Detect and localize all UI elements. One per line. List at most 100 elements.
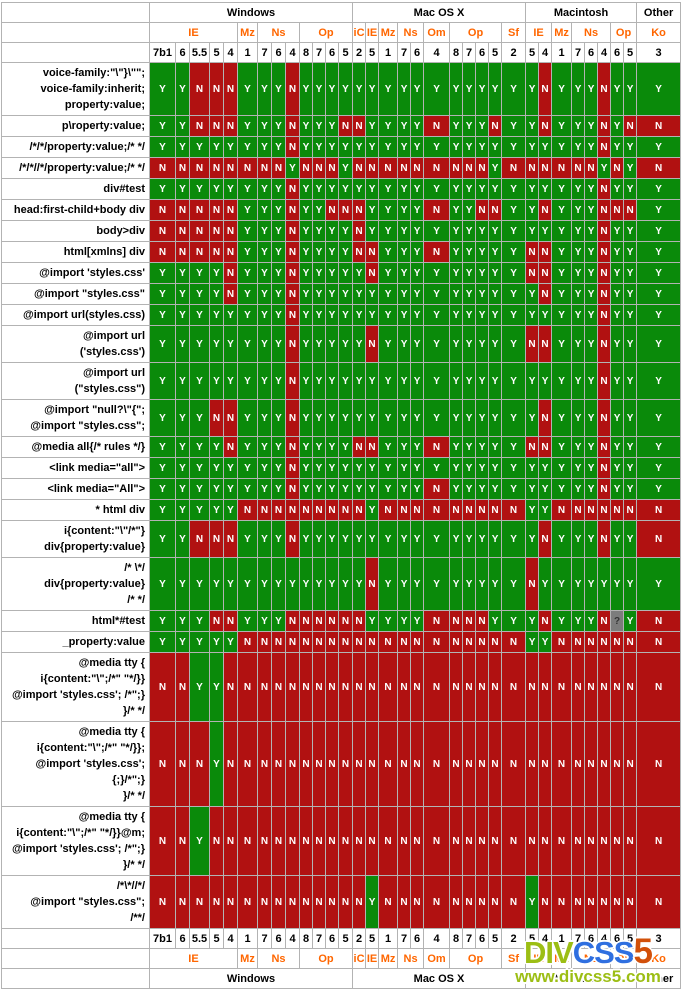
support-cell: Y [299, 325, 313, 363]
support-cell: N [623, 875, 638, 929]
support-cell: Y [325, 362, 339, 400]
support-cell: Y [397, 178, 412, 200]
support-cell: N [189, 520, 210, 558]
support-cell: Y [271, 262, 286, 284]
support-cell: N [449, 610, 464, 632]
support-cell: N [449, 652, 464, 722]
support-cell: Y [488, 362, 503, 400]
platform-header: Windows [148, 2, 354, 23]
support-cell: N [285, 62, 300, 116]
support-cell: Y [299, 62, 313, 116]
support-cell: Y [462, 520, 477, 558]
support-cell: Y [475, 262, 490, 284]
support-cell: Y [209, 136, 224, 158]
support-cell: N [285, 806, 300, 876]
browser-header: Op [298, 22, 354, 43]
support-cell: Y [352, 478, 367, 500]
support-cell: N [636, 499, 682, 521]
support-cell: Y [209, 436, 224, 458]
support-cell: N [623, 199, 638, 221]
support-cell: Y [525, 136, 540, 158]
support-cell: N [636, 875, 682, 929]
support-cell: N [285, 136, 300, 158]
support-cell: Y [488, 283, 503, 305]
support-cell: Y [397, 199, 412, 221]
support-cell: Y [175, 520, 190, 558]
support-cell: N [257, 806, 272, 876]
hack-row: @import url(styles.css) Y Y Y Y Y Y Y Y N Y Y Y Y Y Y Y Y… [1, 304, 682, 326]
support-cell: Y [475, 283, 490, 305]
support-cell: Y [538, 220, 553, 242]
hack-label-line: /*\*//*/ [116, 880, 145, 892]
support-cell: N [378, 157, 399, 179]
support-cell: N [209, 610, 224, 632]
support-cell: Y [525, 178, 540, 200]
support-cell: Y [312, 436, 326, 458]
support-cell: N [597, 652, 612, 722]
support-cell: Y [525, 115, 540, 137]
support-cell: N [597, 62, 612, 116]
support-cell: N [636, 157, 682, 179]
hack-label: @media tty {i{content:"\";/*" "*/}}; @imp… [1, 721, 150, 807]
support-cell: N [584, 157, 599, 179]
hack-label-line: html[xmlns] div [63, 246, 145, 258]
support-cell: Y [501, 178, 527, 200]
support-cell: N [397, 631, 412, 653]
support-cell: Y [149, 399, 176, 437]
support-cell: N [223, 241, 238, 263]
support-cell: Y [525, 457, 540, 479]
support-cell: N [223, 436, 238, 458]
support-cell: Y [365, 199, 380, 221]
support-cell: N [149, 806, 176, 876]
support-cell: N [538, 62, 553, 116]
support-cell: N [449, 157, 464, 179]
version-header: 1 [378, 42, 399, 63]
support-cell: N [410, 652, 425, 722]
support-cell: Y [209, 557, 224, 611]
support-cell: Y [623, 520, 638, 558]
support-cell: Y [299, 478, 313, 500]
support-cell: N [285, 115, 300, 137]
support-cell: Y [525, 362, 540, 400]
support-cell: N [397, 721, 412, 807]
support-cell: N [571, 157, 586, 179]
support-cell: N [189, 721, 210, 807]
support-cell: Y [325, 178, 339, 200]
version-header: 6 [175, 42, 190, 63]
browser-footer: IE [149, 948, 238, 969]
support-cell: Y [410, 478, 425, 500]
support-cell: N [209, 62, 224, 116]
browser-header: Ns [397, 22, 425, 43]
support-cell: Y [410, 325, 425, 363]
support-cell: N [175, 220, 190, 242]
support-cell: N [299, 631, 313, 653]
support-cell: Y [189, 436, 210, 458]
support-cell: Y [525, 199, 540, 221]
support-cell: Y [271, 610, 286, 632]
support-cell: Y [189, 806, 210, 876]
support-cell: N [475, 199, 490, 221]
support-cell: Y [175, 304, 190, 326]
support-cell: N [636, 652, 682, 722]
support-cell: Y [488, 520, 503, 558]
support-cell: N [597, 241, 612, 263]
support-cell: Y [365, 62, 380, 116]
version-header: 1 [237, 42, 258, 63]
support-cell: Y [584, 178, 599, 200]
support-cell: Y [325, 325, 339, 363]
support-cell: Y [410, 62, 425, 116]
support-cell: N [597, 115, 612, 137]
support-cell: Y [571, 220, 586, 242]
support-cell: Y [189, 557, 210, 611]
hack-label: _property:value [1, 631, 150, 653]
support-cell: Y [378, 436, 399, 458]
support-cell: N [223, 721, 238, 807]
support-cell: Y [189, 499, 210, 521]
hack-row: @import url ('styles.css') Y Y Y Y Y Y Y Y N Y Y Y Y Y N… [1, 325, 682, 363]
support-cell: Y [223, 557, 238, 611]
support-cell: N [352, 499, 367, 521]
logo-url[interactable]: www.divcss5.com [515, 967, 661, 986]
support-cell: Y [525, 478, 540, 500]
support-cell: N [237, 652, 258, 722]
support-cell: Y [237, 241, 258, 263]
